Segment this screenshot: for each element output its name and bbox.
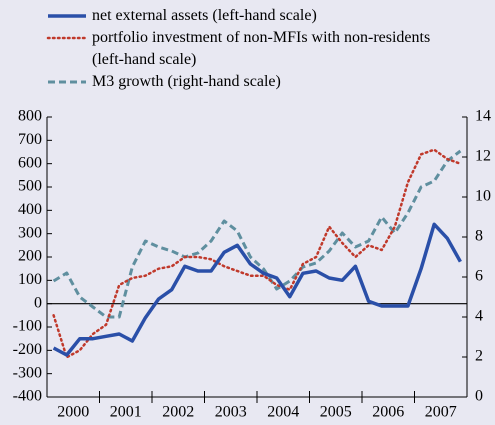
y-tick-label: 500 bbox=[18, 178, 42, 195]
x-tick-label: 2002 bbox=[162, 404, 194, 421]
x-tick-label: 2006 bbox=[372, 404, 404, 421]
y-tick-label: 200 bbox=[18, 248, 42, 265]
x-tick-label: 2003 bbox=[215, 404, 247, 421]
legend-label: net external assets (left-hand scale) bbox=[92, 7, 317, 24]
y-tick-label: 400 bbox=[18, 201, 42, 218]
y2-tick-label: 0 bbox=[475, 388, 483, 405]
y-tick-label: 0 bbox=[34, 294, 42, 311]
y2-tick-label: 14 bbox=[475, 108, 491, 125]
legend-swatch bbox=[48, 14, 86, 18]
legend-entry: net external assets (left-hand scale) bbox=[40, 5, 480, 27]
y-tick-label: 800 bbox=[18, 108, 42, 125]
y-tick-label: -200 bbox=[13, 341, 42, 358]
y-tick-label: 300 bbox=[18, 224, 42, 241]
legend-swatch bbox=[46, 36, 88, 40]
legend-entry: M3 growth (right-hand scale) bbox=[40, 71, 480, 93]
x-tick-label: 2000 bbox=[57, 404, 89, 421]
y2-tick-label: 2 bbox=[475, 348, 483, 365]
y2-tick-label: 4 bbox=[475, 308, 483, 325]
legend-entry: portfolio investment of non-MFIs with no… bbox=[40, 27, 480, 71]
y-tick-label: 600 bbox=[18, 154, 42, 171]
y-tick-label: 700 bbox=[18, 131, 42, 148]
y-tick-label: -100 bbox=[13, 318, 42, 335]
y-tick-label: 100 bbox=[18, 271, 42, 288]
x-tick-label: 2007 bbox=[425, 404, 457, 421]
y-tick-label: -400 bbox=[13, 388, 42, 405]
legend-swatch bbox=[48, 80, 86, 84]
y2-tick-label: 10 bbox=[475, 188, 491, 205]
x-tick-label: 2001 bbox=[110, 404, 142, 421]
series-line bbox=[52, 148, 462, 359]
y2-tick-label: 8 bbox=[475, 228, 483, 245]
y2-tick-label: 12 bbox=[475, 148, 491, 165]
legend-label: portfolio investment of non-MFIs with no… bbox=[92, 29, 431, 68]
legend-label: M3 growth (right-hand scale) bbox=[92, 73, 281, 90]
y2-tick-label: 6 bbox=[475, 268, 483, 285]
series-line bbox=[52, 149, 462, 319]
x-tick-label: 2004 bbox=[267, 404, 299, 421]
x-tick-label: 2005 bbox=[320, 404, 352, 421]
series-line bbox=[52, 222, 462, 357]
legend: net external assets (left-hand scale) por… bbox=[40, 5, 480, 93]
y-tick-label: -300 bbox=[13, 364, 42, 381]
